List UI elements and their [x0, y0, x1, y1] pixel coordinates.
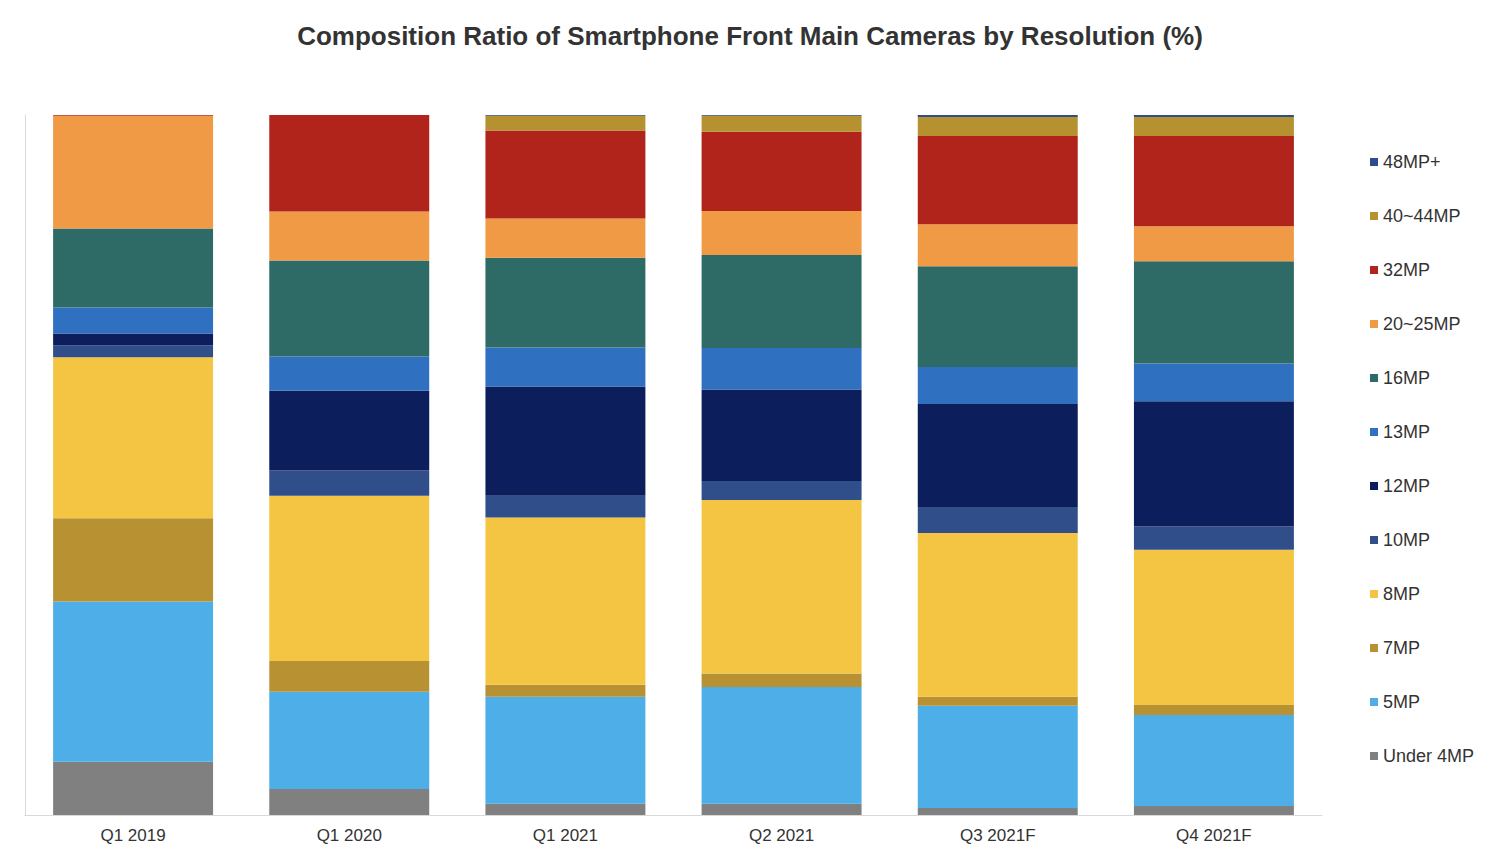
svg-text:Q1 2020: Q1 2020 — [317, 826, 382, 845]
svg-text:Q1 2019: Q1 2019 — [100, 826, 165, 845]
svg-text:Under 4MP: Under 4MP — [1383, 746, 1474, 766]
svg-text:5MP: 5MP — [1383, 692, 1420, 712]
svg-text:48MP+: 48MP+ — [1383, 152, 1441, 172]
svg-text:10MP: 10MP — [1383, 530, 1430, 550]
svg-text:13MP: 13MP — [1383, 422, 1430, 442]
svg-text:8MP: 8MP — [1383, 584, 1420, 604]
svg-text:Q3 2021F: Q3 2021F — [960, 826, 1036, 845]
svg-text:40~44MP: 40~44MP — [1383, 206, 1461, 226]
svg-text:Composition Ratio of Smartphon: Composition Ratio of Smartphone Front Ma… — [297, 21, 1203, 51]
svg-text:Q1 2021: Q1 2021 — [533, 826, 598, 845]
svg-text:Q4 2021F: Q4 2021F — [1176, 826, 1252, 845]
svg-text:32MP: 32MP — [1383, 260, 1430, 280]
svg-text:20~25MP: 20~25MP — [1383, 314, 1461, 334]
svg-text:Q2 2021: Q2 2021 — [749, 826, 814, 845]
svg-text:12MP: 12MP — [1383, 476, 1430, 496]
svg-text:7MP: 7MP — [1383, 638, 1420, 658]
svg-text:16MP: 16MP — [1383, 368, 1430, 388]
